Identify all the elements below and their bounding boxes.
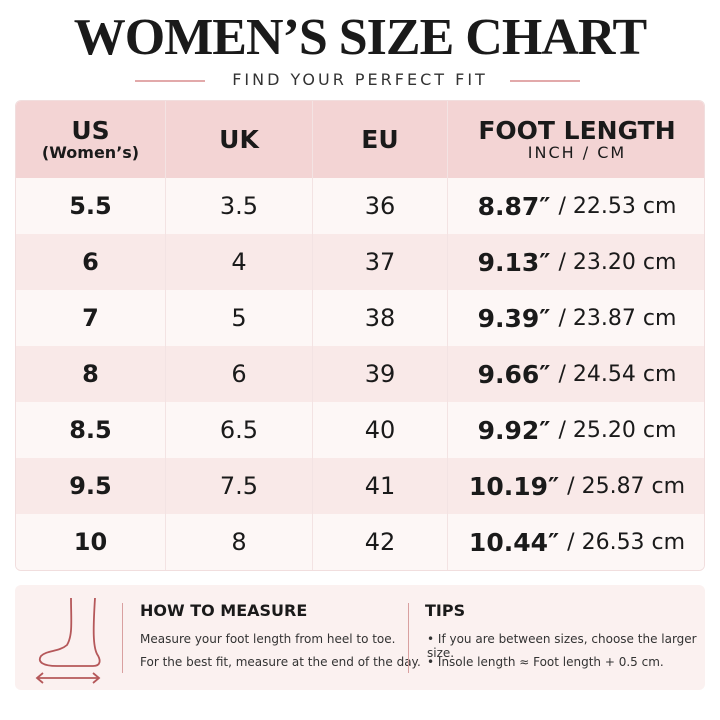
cell-text: 36 (364, 192, 396, 220)
table-cell: 10.19″ / 25.87 cm (448, 458, 704, 514)
cell-text: 8 (82, 360, 99, 388)
table-cell: 6 (166, 346, 313, 402)
table-cell: 5 (166, 290, 313, 346)
table-cell: 8.87″ / 22.53 cm (448, 178, 704, 234)
cell-text: 7 (82, 304, 99, 332)
foot-icon (35, 597, 101, 684)
header-row: US (Women’s) UK EU FOOT LENGTH INCH / CM (16, 101, 704, 178)
table-cell: 9.5 (16, 458, 166, 514)
header-text: US (71, 115, 110, 145)
cell-text: 5 (231, 304, 247, 332)
cell-text: 39 (364, 360, 396, 388)
header-text: UK (219, 125, 259, 154)
cell-text: 9.5 (69, 472, 112, 500)
table-cell: 8 (16, 346, 166, 402)
divider (408, 603, 409, 673)
table-cell: 3.5 (166, 178, 313, 234)
cell-text: 10 (73, 528, 108, 556)
cell-text: 4 (231, 248, 247, 276)
table-cell: 6.5 (166, 402, 313, 458)
subtitle: FIND YOUR PERFECT FIT (232, 70, 488, 89)
table-cell: 4 (166, 234, 313, 290)
cell-text: / 26.53 cm (567, 529, 686, 555)
text-line: • Insole length ≈ Foot length + 0.5 cm. (427, 655, 664, 669)
title: WOMEN’S SIZE CHART (73, 9, 647, 66)
cell-text: 9.92″ (477, 415, 551, 445)
cell-text: 10.19″ (468, 471, 560, 501)
table-row: 9.5 7.5 41 10.19″ / 25.87 cm (16, 458, 704, 514)
cell-text: / 23.87 cm (558, 305, 677, 331)
table-cell: 38 (313, 290, 448, 346)
cell-text: 10.44″ (468, 527, 560, 557)
cell-text: 8.5 (69, 416, 112, 444)
table-cell: 41 (313, 458, 448, 514)
cell-text: 38 (364, 304, 396, 332)
header-text: FOOT LENGTH (478, 115, 676, 145)
cell-text: / 24.54 cm (558, 361, 677, 387)
table-cell: 9.39″ / 23.87 cm (448, 290, 704, 346)
table-cell: 37 (313, 234, 448, 290)
text-line: Measure your foot length from heel to to… (140, 632, 396, 646)
cell-text: 5.5 (69, 192, 112, 220)
divider (510, 80, 580, 82)
table-cell: 5.5 (16, 178, 166, 234)
text-line: For the best fit, measure at the end of … (140, 655, 421, 669)
header-text: (Women’s) (41, 142, 140, 162)
table-cell: 7.5 (166, 458, 313, 514)
header-cell: UK (166, 101, 313, 178)
tip: Insole length ≈ Foot length + 0.5 cm. (437, 655, 664, 669)
cell-text: / 23.20 cm (558, 249, 677, 275)
divider (122, 603, 123, 673)
cell-text: 3.5 (219, 192, 259, 220)
header-text: INCH / CM (527, 142, 627, 162)
table-row: 8.5 6.5 40 9.92″ / 25.20 cm (16, 402, 704, 458)
table-cell: 42 (313, 514, 448, 570)
header-text: EU (361, 125, 399, 154)
table-cell: 9.66″ / 24.54 cm (448, 346, 704, 402)
table-cell: 9.92″ / 25.20 cm (448, 402, 704, 458)
cell-text: 9.39″ (477, 303, 551, 333)
cell-text: 7.5 (219, 472, 259, 500)
table-cell: 39 (313, 346, 448, 402)
cell-text: 41 (364, 472, 396, 500)
table-row: 10 8 42 10.44″ / 26.53 cm (16, 514, 704, 570)
cell-text: 8.87″ (477, 191, 551, 221)
cell-text: 42 (364, 528, 396, 556)
cell-text: / 25.20 cm (558, 417, 677, 443)
header-cell: US (Women’s) (16, 101, 166, 178)
header-cell: FOOT LENGTH INCH / CM (448, 101, 704, 178)
table-cell: 8 (166, 514, 313, 570)
info-panel: HOW TO MEASURE Measure your foot length … (15, 585, 705, 690)
cell-text: 37 (364, 248, 396, 276)
cell-text: 9.13″ (477, 247, 551, 277)
table-cell: 40 (313, 402, 448, 458)
cell-text: 6.5 (219, 416, 259, 444)
size-table: US (Women’s) UK EU FOOT LENGTH INCH / CM 5… (15, 100, 705, 571)
table-cell: 10.44″ / 26.53 cm (448, 514, 704, 570)
table-cell: 9.13″ / 23.20 cm (448, 234, 704, 290)
table-cell: 10 (16, 514, 166, 570)
divider (135, 80, 205, 82)
table-cell: 8.5 (16, 402, 166, 458)
table-row: 6 4 37 9.13″ / 23.20 cm (16, 234, 704, 290)
cell-text: / 25.87 cm (567, 473, 686, 499)
section-title: TIPS (425, 601, 466, 620)
cell-text: 6 (231, 360, 247, 388)
cell-text: 9.66″ (477, 359, 551, 389)
cell-text: 40 (364, 416, 396, 444)
table-row: 5.5 3.5 36 8.87″ / 22.53 cm (16, 178, 704, 234)
table-row: 7 5 38 9.39″ / 23.87 cm (16, 290, 704, 346)
table-row: 8 6 39 9.66″ / 24.54 cm (16, 346, 704, 402)
table-cell: 36 (313, 178, 448, 234)
header-cell: EU (313, 101, 448, 178)
text-line: • If you are between sizes, choose the l… (427, 632, 697, 660)
table-cell: 6 (16, 234, 166, 290)
cell-text: / 22.53 cm (558, 193, 677, 219)
cell-text: 6 (82, 248, 99, 276)
tip: If you are between sizes, choose the lar… (427, 632, 697, 660)
table-cell: 7 (16, 290, 166, 346)
cell-text: 8 (231, 528, 247, 556)
section-title: HOW TO MEASURE (140, 601, 308, 620)
